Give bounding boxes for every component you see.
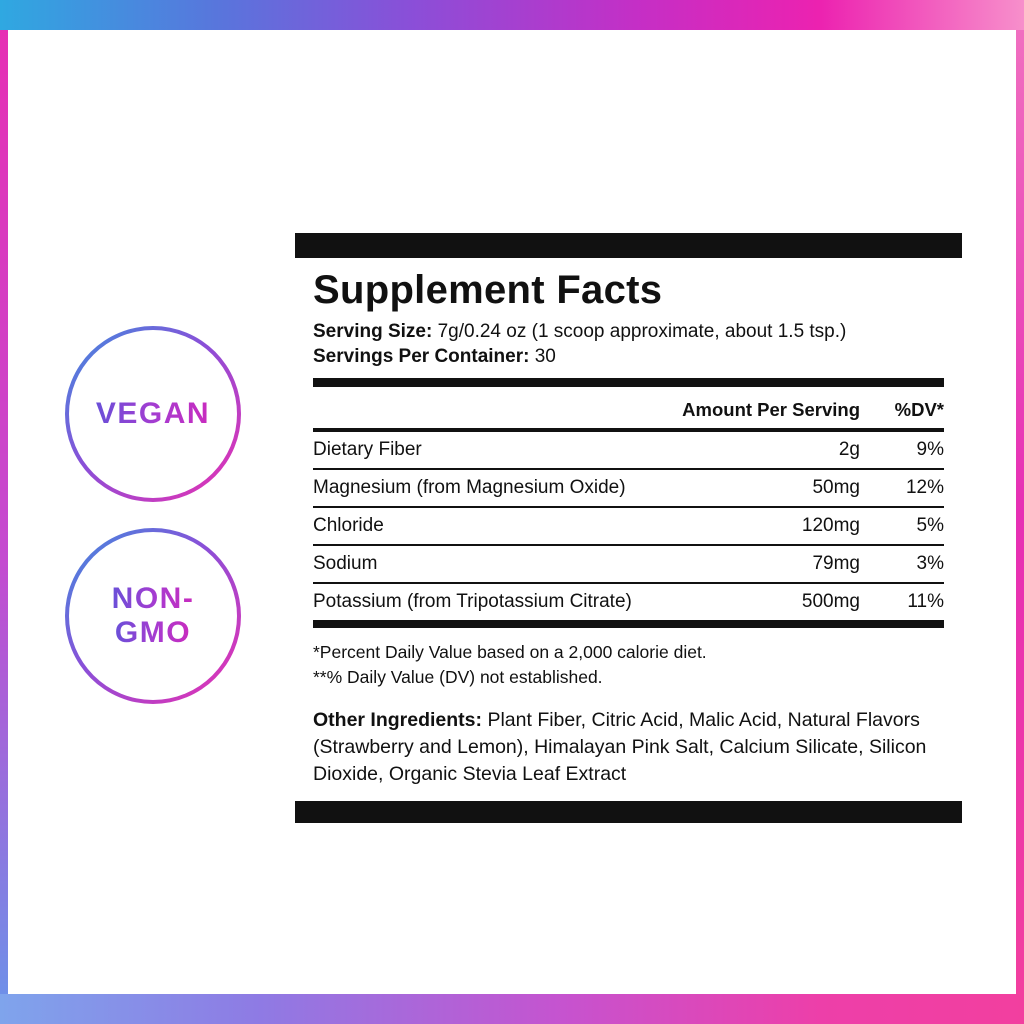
table-header-row: Amount Per Serving %DV* [313,387,944,432]
nutrient-amount: 2g [838,439,860,460]
nutrient-amount: 79mg [812,553,860,574]
non-gmo-badge-label-line1: NON- [111,581,195,615]
nutrient-dv: 11% [907,591,944,612]
nutrient-amount: 120mg [801,515,860,536]
serving-size-line: Serving Size: 7g/0.24 oz (1 scoop approx… [313,321,944,343]
nutrient-name: Dietary Fiber [313,439,422,460]
servings-per-container-line: Servings Per Container: 30 [313,346,944,368]
table-row: Dietary Fiber 2g 9% [313,432,944,470]
nutrient-amount: 500mg [801,591,860,612]
gradient-edge-right [1016,30,1024,994]
nutrient-amount: 50mg [812,477,860,498]
gradient-edge-left [0,30,8,994]
serving-size-label: Serving Size: [313,321,433,342]
servings-per-container-label: Servings Per Container: [313,346,530,367]
other-ingredients: Other Ingredients: Plant Fiber, Citric A… [313,707,944,788]
footnote-daily-value: *Percent Daily Value based on a 2,000 ca… [313,642,707,662]
panel-bottom-black-bar [295,801,962,824]
vegan-badge: VEGAN [65,326,241,502]
panel-title: Supplement Facts [313,268,663,312]
gradient-bar-bottom [0,994,1024,1024]
nutrient-name: Sodium [313,553,378,574]
nutrient-dv: 3% [916,553,944,574]
serving-size-value: 7g/0.24 oz (1 scoop approximate, about 1… [437,321,847,342]
dv-header: %DV* [894,399,944,420]
thick-bar [313,620,944,628]
nutrient-dv: 12% [905,477,944,498]
non-gmo-badge-inner: NON- GMO [69,532,237,700]
table-row: Magnesium (from Magnesium Oxide) 50mg 12… [313,470,944,508]
other-ingredients-label: Other Ingredients: [313,708,483,731]
thick-divider [313,378,944,387]
vegan-badge-inner: VEGAN [69,330,237,498]
nutrient-dv: 9% [916,439,944,460]
nutrient-name: Chloride [313,515,384,536]
footnote-dv-not-established: **% Daily Value (DV) not established. [313,667,603,688]
other-ingredients-value: Plant Fiber, Citric Acid, Malic Acid, Na… [313,708,927,785]
panel-top-black-bar [295,233,962,258]
vegan-badge-label: VEGAN [95,396,211,430]
non-gmo-badge-label-line2: GMO [114,616,192,649]
servings-per-container-value: 30 [534,346,556,367]
table-row: Potassium (from Tripotassium Citrate) 50… [313,584,944,620]
nutrient-name: Magnesium (from Magnesium Oxide) [313,477,626,498]
gradient-bar-top [0,0,1024,30]
table-row: Chloride 120mg 5% [313,508,944,546]
table-row: Sodium 79mg 3% [313,546,944,584]
nutrient-name: Potassium (from Tripotassium Citrate) [313,591,632,612]
amount-per-serving-header: Amount Per Serving [682,399,860,420]
footnotes: *Percent Daily Value based on a 2,000 ca… [313,640,944,691]
supplement-facts-panel: Supplement Facts Serving Size: 7g/0.24 o… [295,233,962,824]
nutrient-dv: 5% [916,515,944,536]
non-gmo-badge: NON- GMO [65,528,241,704]
